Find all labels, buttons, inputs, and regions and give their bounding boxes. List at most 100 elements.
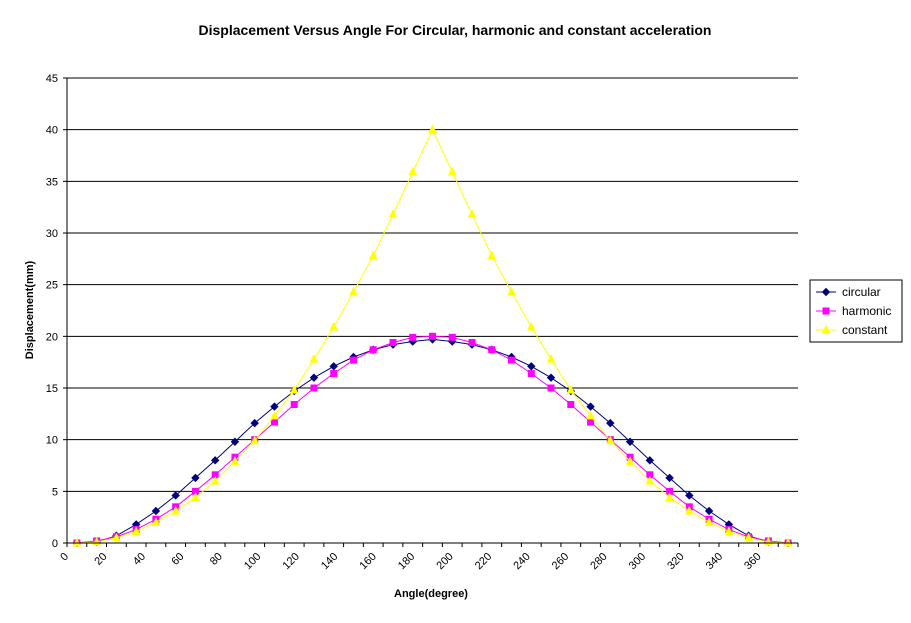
x-tick-label-200: 200	[434, 551, 455, 572]
data-point-constant	[744, 532, 753, 542]
data-point-circular	[171, 491, 180, 500]
data-point-constant	[606, 435, 615, 445]
data-point-constant	[586, 410, 595, 420]
x-tick-label-240: 240	[511, 551, 532, 572]
x-tick-label-360: 360	[742, 551, 763, 572]
data-point-harmonic	[389, 339, 397, 347]
x-tick-labels: 0 20 40 60 80 100 120 140 160 180 200 220 240 260 280 3…	[58, 551, 763, 572]
data-point-circular	[625, 437, 635, 446]
data-point-constant	[289, 384, 299, 394]
data-point-harmonic	[310, 384, 318, 392]
x-tick-label-280: 280	[588, 551, 609, 572]
data-point-constant	[309, 353, 319, 363]
legend-label-harmonic: harmonic	[842, 304, 891, 318]
data-point-constant	[210, 475, 220, 485]
data-point-harmonic	[349, 356, 357, 364]
x-tick-label-300: 300	[627, 551, 648, 572]
series-circular	[72, 335, 793, 548]
data-point-constant	[507, 286, 516, 296]
data-point-constant	[230, 456, 240, 465]
x-tick-label-160: 160	[357, 551, 378, 572]
data-point-circular	[704, 506, 714, 516]
data-point-harmonic	[330, 370, 338, 378]
y-tick-label-30: 30	[46, 228, 58, 240]
data-point-harmonic	[468, 339, 476, 347]
data-point-circular	[685, 491, 694, 500]
data-point-harmonic	[488, 346, 496, 354]
x-tick-label-0: 0	[58, 551, 71, 564]
y-tick-label-20: 20	[46, 331, 58, 343]
data-point-constant	[112, 532, 121, 542]
data-point-harmonic	[448, 333, 456, 341]
data-point-constant	[566, 384, 576, 394]
data-point-constant	[665, 492, 674, 502]
data-point-constant	[329, 321, 339, 331]
data-point-circular	[309, 373, 319, 382]
y-tick-label-25: 25	[46, 280, 58, 292]
data-point-constant	[349, 286, 358, 296]
data-point-constant	[368, 250, 378, 260]
chart-title: Displacement Versus Angle For Circular, …	[199, 22, 712, 38]
data-point-constant	[487, 250, 497, 260]
data-point-constant	[467, 209, 477, 218]
data-point-harmonic	[587, 418, 595, 426]
data-point-circular	[270, 402, 279, 411]
data-point-constant	[526, 321, 536, 331]
data-point-circular	[191, 473, 200, 483]
legend: circular harmonic constant	[809, 279, 903, 343]
x-tick-label-320: 320	[665, 551, 686, 572]
y-axis-label: Displacement(mm)	[24, 260, 36, 359]
y-tick-labels: 0 5 10 15 20 25 30 35 40 45	[46, 73, 58, 550]
data-point-constant	[270, 410, 279, 420]
data-point-constant	[625, 456, 635, 465]
data-point-constant	[250, 435, 259, 445]
y-tick-label-0: 0	[52, 538, 58, 550]
axes	[66, 78, 799, 547]
y-tick-label-35: 35	[46, 176, 58, 188]
data-point-constant	[724, 526, 734, 536]
legend-label-constant: constant	[842, 323, 888, 337]
data-point-constant	[131, 526, 141, 536]
data-point-constant	[645, 475, 655, 485]
x-tick-label-100: 100	[242, 551, 263, 572]
data-point-circular	[606, 418, 615, 428]
legend-item-harmonic: harmonic	[816, 304, 891, 318]
data-point-circular	[329, 362, 338, 371]
data-point-harmonic	[567, 401, 575, 409]
data-point-circular	[546, 373, 556, 382]
series-line-circular	[76, 338, 789, 544]
x-axis-label: Angle(degree)	[394, 588, 468, 600]
x-tick-label-40: 40	[131, 551, 148, 568]
legend-marker-constant	[821, 324, 831, 334]
x-tick-label-220: 220	[473, 551, 494, 572]
x-tick-label-340: 340	[704, 551, 725, 572]
data-point-harmonic	[369, 346, 377, 354]
legend-marker-circular	[821, 287, 831, 297]
data-point-constant	[685, 505, 694, 515]
data-point-circular	[230, 437, 240, 446]
y-tick-label-45: 45	[46, 73, 58, 85]
data-point-constant	[388, 209, 398, 218]
data-point-circular	[250, 418, 259, 428]
x-tick-label-20: 20	[92, 551, 109, 568]
data-point-circular	[645, 456, 655, 465]
data-point-constant	[428, 124, 437, 134]
legend-item-constant: constant	[816, 323, 888, 337]
data-point-circular	[151, 506, 161, 516]
legend-marker-harmonic	[822, 307, 830, 315]
x-tick-label-180: 180	[396, 551, 417, 572]
x-tick-label-260: 260	[550, 551, 571, 572]
x-tick-label-120: 120	[280, 551, 301, 572]
data-point-constant	[151, 517, 161, 526]
legend-label-circular: circular	[842, 285, 881, 299]
data-point-harmonic	[547, 384, 555, 392]
legend-item-circular: circular	[816, 285, 881, 299]
data-point-circular	[210, 456, 220, 465]
y-tick-label-40: 40	[46, 125, 58, 137]
data-point-harmonic	[527, 370, 535, 378]
x-tick-label-80: 80	[208, 551, 225, 568]
data-point-circular	[527, 362, 536, 371]
data-point-harmonic	[270, 418, 278, 426]
y-tick-label-15: 15	[46, 383, 58, 395]
